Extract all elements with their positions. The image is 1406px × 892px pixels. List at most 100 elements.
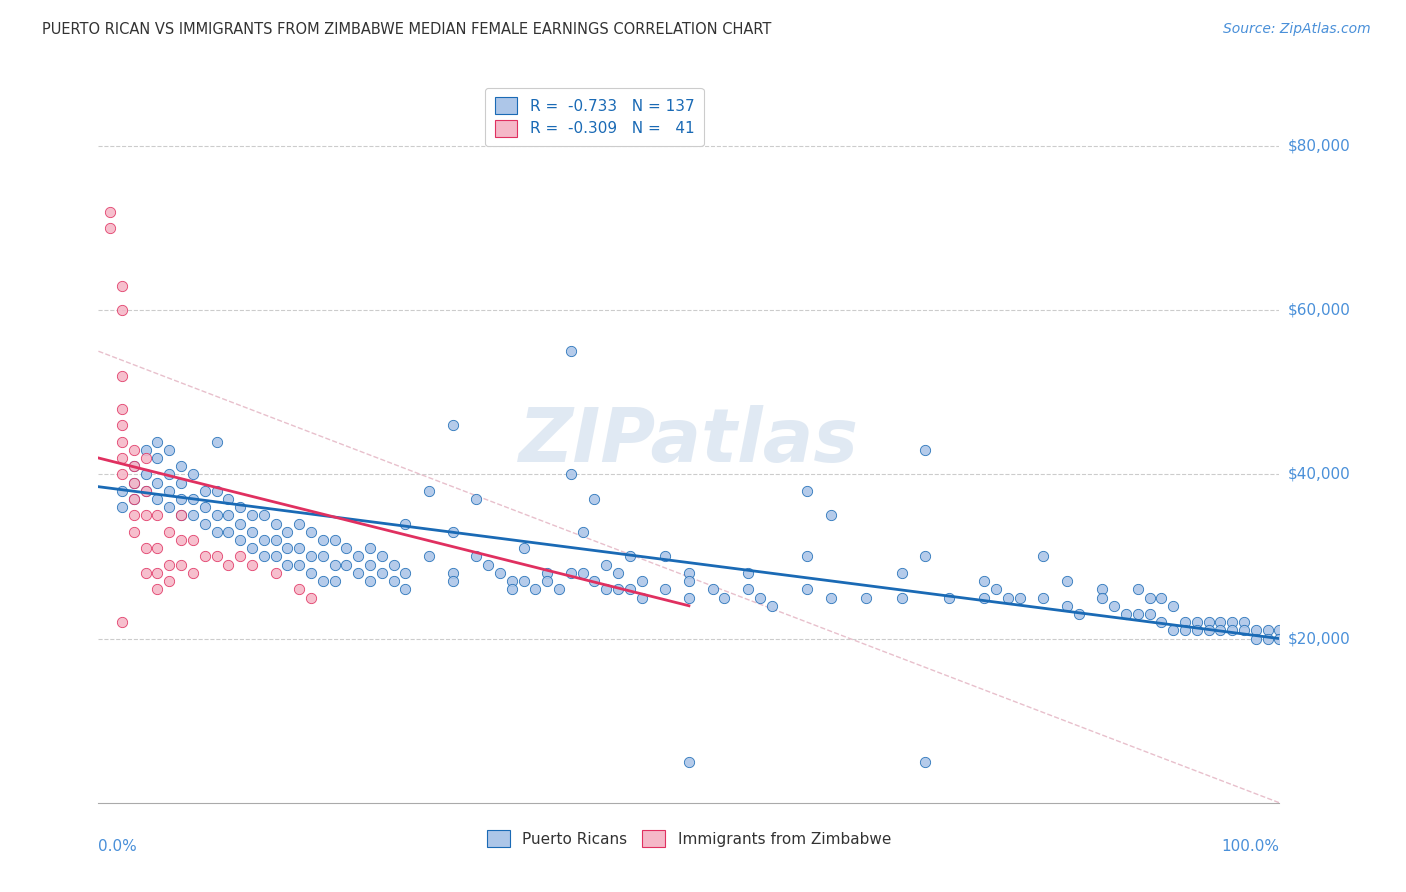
- Point: [748, 591, 770, 605]
- Point: [157, 467, 180, 482]
- Point: [288, 582, 311, 597]
- Point: [1056, 574, 1078, 588]
- Point: [111, 483, 134, 498]
- Point: [288, 541, 311, 556]
- Point: [1233, 624, 1256, 638]
- Point: [1139, 607, 1161, 621]
- Point: [1268, 632, 1291, 646]
- Text: ZIPatlas: ZIPatlas: [519, 405, 859, 478]
- Point: [761, 599, 783, 613]
- Point: [678, 574, 700, 588]
- Point: [1198, 624, 1220, 638]
- Point: [619, 549, 641, 564]
- Point: [157, 558, 180, 572]
- Point: [678, 591, 700, 605]
- Point: [571, 524, 593, 539]
- Point: [359, 574, 381, 588]
- Point: [1257, 624, 1279, 638]
- Point: [630, 591, 652, 605]
- Point: [240, 541, 263, 556]
- Point: [1220, 624, 1243, 638]
- Point: [170, 558, 193, 572]
- Point: [122, 491, 145, 506]
- Point: [394, 582, 416, 597]
- Point: [299, 566, 322, 580]
- Point: [973, 591, 995, 605]
- Point: [1244, 632, 1267, 646]
- Point: [312, 533, 335, 547]
- Point: [382, 558, 405, 572]
- Point: [111, 368, 134, 383]
- Point: [323, 533, 346, 547]
- Point: [111, 303, 134, 318]
- Point: [1209, 615, 1232, 630]
- Text: $60,000: $60,000: [1288, 302, 1351, 318]
- Point: [524, 582, 547, 597]
- Point: [111, 278, 134, 293]
- Point: [122, 475, 145, 490]
- Point: [181, 566, 204, 580]
- Legend: Puerto Ricans, Immigrants from Zimbabwe: Puerto Ricans, Immigrants from Zimbabwe: [481, 824, 897, 853]
- Point: [170, 533, 193, 547]
- Point: [796, 549, 818, 564]
- Text: $80,000: $80,000: [1288, 138, 1351, 153]
- Point: [583, 491, 606, 506]
- Point: [288, 558, 311, 572]
- Point: [1115, 607, 1137, 621]
- Point: [111, 467, 134, 482]
- Point: [299, 591, 322, 605]
- Point: [501, 574, 523, 588]
- Point: [560, 566, 582, 580]
- Point: [560, 344, 582, 359]
- Point: [205, 483, 228, 498]
- Point: [583, 574, 606, 588]
- Point: [181, 467, 204, 482]
- Point: [205, 508, 228, 523]
- Point: [914, 549, 936, 564]
- Point: [146, 582, 169, 597]
- Text: Source: ZipAtlas.com: Source: ZipAtlas.com: [1223, 22, 1371, 37]
- Point: [146, 541, 169, 556]
- Point: [914, 442, 936, 457]
- Point: [1233, 615, 1256, 630]
- Text: PUERTO RICAN VS IMMIGRANTS FROM ZIMBABWE MEDIAN FEMALE EARNINGS CORRELATION CHAR: PUERTO RICAN VS IMMIGRANTS FROM ZIMBABWE…: [42, 22, 772, 37]
- Point: [264, 516, 287, 531]
- Point: [501, 582, 523, 597]
- Point: [796, 582, 818, 597]
- Point: [229, 516, 252, 531]
- Point: [240, 524, 263, 539]
- Point: [217, 508, 239, 523]
- Point: [170, 508, 193, 523]
- Point: [181, 491, 204, 506]
- Point: [146, 491, 169, 506]
- Point: [678, 566, 700, 580]
- Point: [135, 508, 157, 523]
- Point: [217, 524, 239, 539]
- Point: [135, 483, 157, 498]
- Point: [135, 541, 157, 556]
- Point: [135, 450, 157, 465]
- Point: [98, 221, 121, 235]
- Point: [441, 418, 464, 433]
- Point: [170, 508, 193, 523]
- Point: [1150, 615, 1173, 630]
- Point: [737, 566, 759, 580]
- Point: [489, 566, 512, 580]
- Point: [264, 566, 287, 580]
- Point: [371, 549, 394, 564]
- Point: [276, 524, 298, 539]
- Point: [371, 566, 394, 580]
- Point: [253, 549, 276, 564]
- Point: [1220, 615, 1243, 630]
- Point: [465, 491, 488, 506]
- Point: [229, 549, 252, 564]
- Point: [135, 442, 157, 457]
- Point: [702, 582, 724, 597]
- Point: [312, 574, 335, 588]
- Point: [146, 434, 169, 449]
- Point: [820, 591, 842, 605]
- Point: [1174, 615, 1197, 630]
- Point: [1174, 624, 1197, 638]
- Point: [1185, 615, 1208, 630]
- Point: [135, 467, 157, 482]
